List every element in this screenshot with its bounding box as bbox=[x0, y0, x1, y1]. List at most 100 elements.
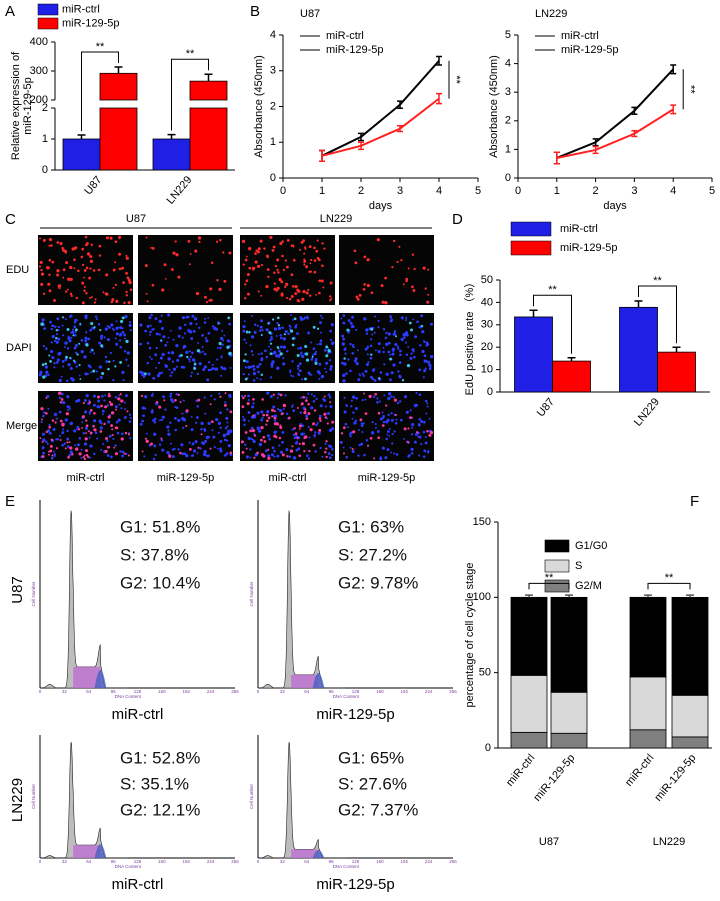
cell-nucleus bbox=[405, 279, 408, 283]
cell-nucleus bbox=[98, 244, 102, 248]
cell-nucleus bbox=[64, 345, 66, 348]
cell-nucleus bbox=[190, 416, 193, 419]
cell-nucleus bbox=[331, 454, 334, 457]
cell-nucleus bbox=[122, 281, 125, 284]
cell-nucleus bbox=[277, 347, 280, 350]
cell-nucleus bbox=[85, 424, 89, 428]
cell-nucleus bbox=[202, 368, 206, 372]
cell-nucleus bbox=[310, 393, 313, 396]
cell-nucleus bbox=[297, 447, 301, 451]
cell-nucleus bbox=[324, 442, 327, 445]
y-tick-label: 1 bbox=[505, 143, 511, 155]
legend-label: miR-129-5p bbox=[326, 44, 383, 56]
cell-nucleus bbox=[301, 424, 305, 428]
cell-nucleus bbox=[40, 407, 44, 411]
cell-nucleus bbox=[39, 260, 43, 265]
cell-nucleus bbox=[74, 351, 78, 355]
s-phase-area bbox=[291, 674, 319, 688]
cell-nucleus bbox=[227, 316, 231, 320]
cell-nucleus bbox=[83, 285, 86, 289]
cell-nucleus bbox=[171, 360, 175, 363]
cell-nucleus bbox=[62, 365, 65, 368]
cell-nucleus bbox=[164, 408, 167, 411]
cell-nucleus bbox=[428, 365, 432, 368]
cell-nucleus bbox=[69, 450, 73, 454]
cell-nucleus bbox=[110, 424, 114, 428]
cell-nucleus bbox=[291, 360, 294, 363]
cell-nucleus bbox=[292, 318, 295, 321]
cell-nucleus bbox=[318, 291, 321, 295]
cell-nucleus bbox=[291, 428, 294, 431]
cell-nucleus bbox=[364, 398, 367, 401]
cell-nucleus bbox=[245, 279, 249, 283]
cell-nucleus bbox=[44, 365, 49, 369]
cell-nucleus bbox=[41, 432, 46, 436]
cell-nucleus bbox=[182, 418, 187, 422]
cell-nucleus bbox=[352, 430, 356, 434]
cell-nucleus bbox=[305, 414, 309, 418]
flow-x-label: DNA Content bbox=[333, 864, 360, 869]
cell-nucleus bbox=[111, 433, 114, 436]
cell-nucleus bbox=[198, 326, 201, 329]
cell-nucleus bbox=[242, 396, 245, 400]
y-tick-label: 20 bbox=[481, 341, 493, 353]
cell-nucleus bbox=[81, 263, 85, 267]
cell-nucleus bbox=[285, 265, 289, 269]
cell-nucleus bbox=[68, 407, 71, 410]
cell-nucleus bbox=[45, 347, 48, 350]
cell-nucleus bbox=[304, 435, 308, 439]
cell-nucleus bbox=[283, 333, 286, 336]
cell-nucleus bbox=[171, 455, 175, 459]
cell-nucleus bbox=[315, 293, 318, 296]
cell-nucleus bbox=[84, 235, 88, 239]
cell-nucleus bbox=[71, 247, 75, 251]
cell-nucleus bbox=[228, 322, 231, 326]
cell-nucleus bbox=[376, 400, 379, 404]
cell-nucleus bbox=[211, 325, 214, 328]
cell-nucleus bbox=[252, 379, 256, 382]
s-phase-area bbox=[73, 666, 101, 688]
cell-nucleus bbox=[193, 449, 197, 453]
flow-x-tick: 32 bbox=[280, 859, 286, 864]
cell-nucleus bbox=[343, 362, 346, 365]
cell-nucleus bbox=[218, 341, 222, 346]
bar-segment bbox=[671, 596, 709, 696]
cell-nucleus bbox=[407, 455, 411, 458]
cell-nucleus bbox=[349, 342, 352, 346]
cell-nucleus bbox=[281, 453, 285, 457]
cell-nucleus bbox=[120, 407, 123, 410]
cell-nucleus bbox=[427, 268, 430, 271]
cell-nucleus bbox=[268, 437, 271, 441]
cell-nucleus bbox=[204, 454, 208, 457]
flow-stat: G1: 65% bbox=[338, 748, 404, 767]
cell-nucleus bbox=[178, 326, 182, 330]
cell-nucleus bbox=[387, 392, 392, 396]
cell-nucleus bbox=[376, 397, 379, 400]
cell-nucleus bbox=[72, 334, 75, 337]
cell-nucleus bbox=[104, 394, 107, 397]
cell-nucleus bbox=[369, 436, 373, 440]
cell-nucleus bbox=[68, 339, 72, 343]
cell-nucleus bbox=[51, 419, 55, 422]
cell-nucleus bbox=[303, 263, 306, 266]
cell-nucleus bbox=[392, 239, 396, 243]
cell-nucleus bbox=[414, 335, 418, 339]
cell-nucleus bbox=[54, 325, 57, 329]
cell-nucleus bbox=[108, 400, 112, 404]
cell-nucleus bbox=[151, 283, 155, 287]
cell-nucleus bbox=[223, 367, 227, 371]
cell-nucleus bbox=[80, 456, 83, 459]
cell-nucleus bbox=[312, 347, 316, 351]
cell-nucleus bbox=[254, 260, 258, 264]
cell-nucleus bbox=[405, 316, 408, 319]
cell-nucleus bbox=[70, 376, 74, 381]
cell-nucleus bbox=[65, 412, 69, 416]
cell-nucleus bbox=[424, 287, 427, 290]
cell-nucleus bbox=[139, 342, 142, 346]
cell-nucleus bbox=[107, 367, 110, 371]
flow-caption: miR-ctrl bbox=[112, 706, 164, 723]
cell-nucleus bbox=[314, 361, 318, 365]
y-axis-label: percentage of cell cycle stage bbox=[464, 563, 476, 708]
cell-nucleus bbox=[315, 249, 319, 253]
cell-nucleus bbox=[212, 435, 216, 439]
